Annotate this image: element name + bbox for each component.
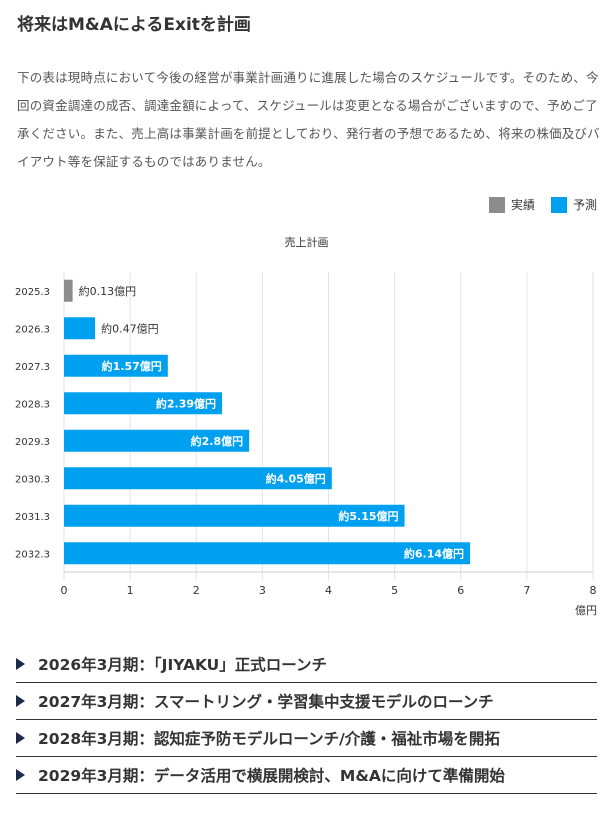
legend-actual-label: 実績: [510, 198, 535, 212]
x-tick-label: 2: [193, 584, 200, 597]
milestone-text: 2026年3月期：「JIYAKU」正式ローンチ: [38, 656, 327, 674]
legend-forecast: 予測: [550, 196, 597, 213]
legend-forecast-swatch: [550, 196, 567, 213]
milestone-item: 2026年3月期：「JIYAKU」正式ローンチ: [16, 646, 597, 683]
triangle-bullet-icon: [16, 658, 25, 670]
bar: [64, 504, 405, 527]
milestone-item: 2028年3月期：認知症予防モデルローンチ/介護・福祉市場を開拓: [16, 720, 597, 757]
disclaimer-text: 下の表は現時点において今後の経営が事業計画通りに進展した場合のスケジュールです。…: [17, 70, 600, 169]
x-tick-label: 1: [127, 584, 134, 597]
y-tick-label: 2032.3: [15, 549, 50, 560]
milestone-item: 2027年3月期：スマートリング・学習集中支援モデルのローンチ: [16, 683, 597, 720]
y-tick-label: 2026.3: [15, 324, 50, 335]
y-tick-label: 2031.3: [15, 512, 50, 523]
triangle-bullet-icon: [16, 695, 25, 707]
data-label: 約2.39億円: [156, 396, 216, 410]
chart-legend: 実績 予測: [473, 196, 597, 213]
legend-actual: 実績: [488, 196, 535, 213]
bar: [64, 542, 471, 565]
milestone-list: 2026年3月期：「JIYAKU」正式ローンチ 2027年3月期：スマートリング…: [16, 646, 597, 794]
data-label: 約0.13億円: [79, 284, 137, 298]
milestone-text: 2029年3月期：データ活用で横展開検討、M&Aに向けて準備開始: [38, 767, 505, 785]
milestone-item: 2029年3月期：データ活用で横展開検討、M&Aに向けて準備開始: [16, 757, 597, 794]
x-tick-label: 0: [61, 584, 68, 597]
milestone-text: 2027年3月期：スマートリング・学習集中支援モデルのローンチ: [38, 693, 494, 711]
x-tick-label: 8: [590, 584, 597, 597]
bar: [64, 467, 332, 490]
y-tick-label: 2029.3: [15, 437, 50, 448]
x-tick-label: 7: [523, 584, 530, 597]
legend-forecast-label: 予測: [572, 198, 597, 212]
data-label: 約4.05億円: [266, 471, 326, 485]
data-label: 約5.15億円: [338, 509, 398, 523]
page-title: 将来はM&AによるExitを計画: [17, 15, 251, 35]
triangle-bullet-icon: [16, 732, 25, 744]
x-tick-label: 3: [259, 584, 266, 597]
bar: [64, 317, 96, 340]
y-tick-label: 2030.3: [15, 474, 50, 485]
x-tick-label: 5: [391, 584, 398, 597]
milestone-text: 2028年3月期：認知症予防モデルローンチ/介護・福祉市場を開拓: [38, 730, 500, 748]
bar: [64, 429, 250, 452]
bar: [64, 354, 168, 377]
y-tick-label: 2027.3: [15, 362, 50, 373]
legend-actual-swatch: [488, 196, 505, 213]
bar: [64, 279, 73, 302]
x-axis-label: 億円: [575, 604, 597, 617]
triangle-bullet-icon: [16, 769, 25, 781]
y-tick-label: 2025.3: [15, 287, 50, 298]
data-label: 約0.47億円: [101, 321, 159, 335]
y-tick-label: 2028.3: [15, 399, 50, 410]
bar: [64, 392, 223, 415]
data-label: 約1.57億円: [102, 359, 162, 373]
x-tick-label: 6: [457, 584, 464, 597]
x-tick-label: 4: [325, 584, 332, 597]
sales-plan-chart: 0 1 2 3 4 5 6 7 8 億円 2025.3 約0.13億円 2026.3 約0.47億円 202…: [15, 272, 597, 617]
data-label: 約2.8億円: [191, 434, 244, 448]
chart-title: 売上計画: [284, 236, 329, 249]
data-label: 約6.14億円: [404, 546, 464, 560]
